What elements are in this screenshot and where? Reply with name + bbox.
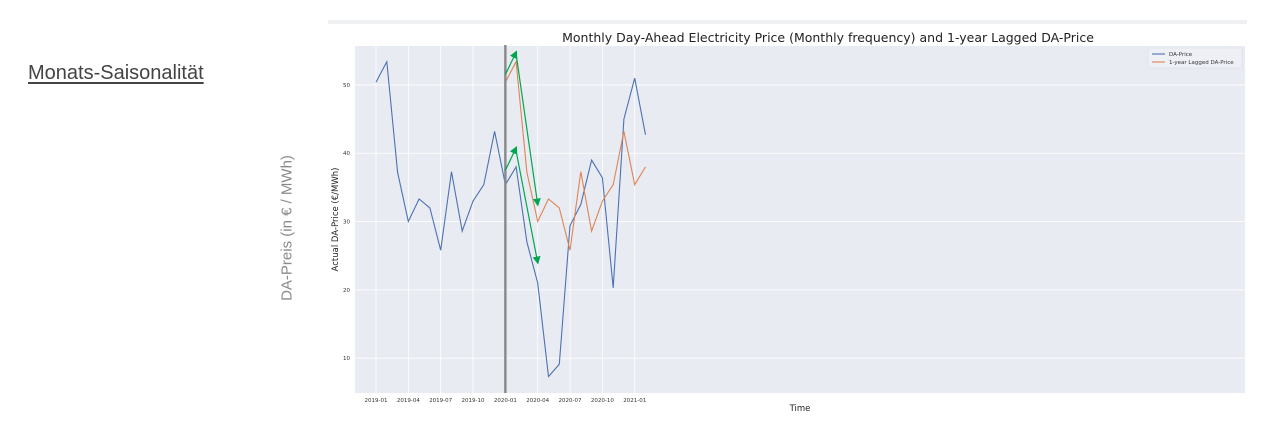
annotation-arrow-1 [515, 54, 541, 207]
x-tick-label: 2020-01 [494, 398, 517, 404]
y-tick-label: 50 [343, 83, 350, 89]
x-tick-label: 2020-04 [526, 398, 549, 404]
x-tick-label: 2021-01 [623, 398, 646, 404]
series-line-0 [375, 59, 647, 378]
annotation-arrow-3 [515, 151, 541, 265]
plot-area [355, 46, 1245, 393]
series-line-1 [504, 59, 646, 251]
chart-title: Monthly Day-Ahead Electricity Price (Mon… [562, 30, 1094, 45]
slide-heading: Monats-Saisonalität [28, 62, 204, 84]
x-tick-label: 2020-07 [559, 398, 582, 404]
legend-label-0: DA-Price [1169, 52, 1193, 58]
y-tick-label: 10 [343, 356, 350, 362]
x-axis-title: Time [789, 404, 811, 414]
x-tick-label: 2019-10 [462, 398, 485, 404]
top-divider [328, 20, 1247, 24]
y-axis-title: Actual DA-Price (€/MWh) [331, 168, 341, 272]
annotation-arrow-2 [504, 145, 518, 171]
y-tick-label: 30 [343, 220, 350, 226]
x-tick-label: 2019-04 [397, 398, 420, 404]
legend-label-1: 1-year Lagged DA-Price [1169, 60, 1234, 66]
legend-box [1147, 47, 1243, 69]
y-tick-label: 20 [343, 288, 350, 294]
x-tick-label: 2019-01 [365, 398, 388, 404]
annotation-arrow-0 [504, 50, 518, 75]
x-tick-label: 2020-10 [591, 398, 614, 404]
y-tick-label: 40 [343, 151, 350, 157]
x-tick-label: 2019-07 [429, 398, 452, 404]
